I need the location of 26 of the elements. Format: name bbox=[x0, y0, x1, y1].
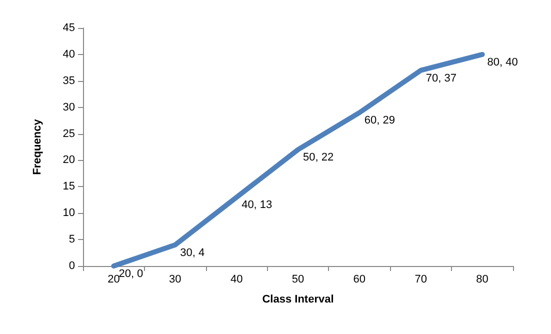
x-tick-label: 70 bbox=[414, 274, 427, 286]
x-axis-title: Class Interval bbox=[262, 294, 334, 306]
y-tick-label: 20 bbox=[62, 154, 75, 166]
data-label: 20, 0 bbox=[118, 268, 144, 280]
y-tick-label: 25 bbox=[62, 128, 75, 140]
x-tick-label: 40 bbox=[230, 274, 243, 286]
data-label: 70, 37 bbox=[426, 72, 456, 84]
y-tick-label: 5 bbox=[68, 234, 75, 246]
data-label: 30, 4 bbox=[180, 246, 205, 259]
y-tick-label: 10 bbox=[62, 207, 75, 220]
y-tick-label: 30 bbox=[62, 101, 75, 114]
data-label: 80, 40 bbox=[487, 56, 518, 68]
y-tick-label: 0 bbox=[68, 260, 75, 272]
x-tick-label: 80 bbox=[476, 274, 488, 286]
x-tick-label: 30 bbox=[169, 274, 182, 286]
y-tick-label: 15 bbox=[62, 180, 75, 193]
data-label: 50, 22 bbox=[303, 152, 334, 164]
data-label: 60, 29 bbox=[364, 114, 396, 127]
x-tick-label: 50 bbox=[292, 274, 304, 286]
y-tick-label: 40 bbox=[62, 48, 75, 60]
x-tick-label: 60 bbox=[353, 274, 366, 286]
y-tick-label: 35 bbox=[62, 74, 75, 87]
data-label: 40, 13 bbox=[242, 199, 272, 212]
x-tick-label: 20 bbox=[108, 274, 120, 286]
y-tick-label: 45 bbox=[62, 22, 75, 34]
y-axis-title: Frequency bbox=[32, 118, 44, 175]
